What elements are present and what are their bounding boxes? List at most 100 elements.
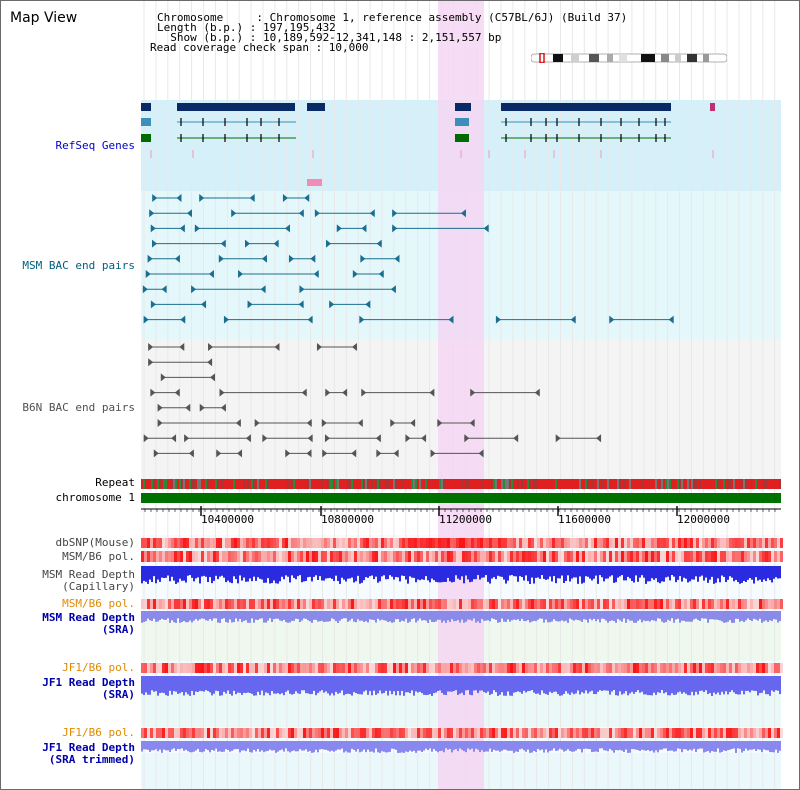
depth-bar [719, 611, 721, 621]
depth-bar [213, 676, 215, 694]
depth-bar [367, 611, 369, 623]
heat-cell [582, 728, 585, 738]
depth-bar [157, 741, 159, 752]
heat-cell [150, 663, 153, 673]
heat-cell [330, 663, 333, 673]
heat-cell [507, 538, 510, 548]
heat-cell [333, 663, 336, 673]
heat-cell [312, 599, 315, 609]
depth-bar [305, 676, 307, 694]
repeat-segment [171, 479, 173, 489]
heat-cell [285, 551, 288, 562]
depth-bar [163, 676, 165, 694]
depth-bar [649, 611, 651, 622]
heat-cell [252, 728, 255, 738]
heat-cell [621, 663, 624, 673]
repeat-segment [543, 479, 545, 489]
depth-bar [751, 741, 753, 750]
depth-bar [411, 566, 413, 578]
depth-bar [475, 611, 477, 623]
heat-cell [366, 599, 369, 609]
heat-cell [381, 663, 384, 673]
depth-bar [407, 741, 409, 753]
heat-cell [513, 728, 516, 738]
depth-bar [335, 611, 337, 622]
depth-bar [377, 611, 379, 619]
heat-cell [435, 551, 438, 562]
depth-bar [709, 741, 711, 753]
heat-cell [303, 538, 306, 548]
depth-bar [525, 566, 527, 576]
depth-bar [251, 741, 253, 753]
chromosome-ideogram[interactable] [531, 53, 727, 63]
repeat-segment [279, 479, 281, 489]
depth-bar [719, 676, 721, 695]
heat-cell [639, 728, 642, 738]
depth-bar [593, 611, 595, 619]
bac-end-marker [285, 449, 291, 458]
depth-bar [459, 566, 461, 580]
heat-cell [300, 728, 303, 738]
heat-cell [210, 663, 213, 673]
repeat-segment [167, 479, 169, 489]
depth-bar [701, 611, 703, 619]
depth-bar [331, 676, 333, 694]
depth-bar [183, 611, 185, 622]
depth-bar [479, 566, 481, 580]
depth-bar [721, 676, 723, 692]
depth-bar [691, 611, 693, 622]
heat-cell [243, 538, 246, 548]
depth-bar [193, 611, 195, 621]
depth-bar [495, 566, 497, 580]
heat-cell [195, 728, 198, 738]
depth-bar [623, 676, 625, 694]
repeat-segment [359, 479, 361, 489]
depth-bar [543, 611, 545, 623]
depth-bar [463, 611, 465, 623]
heat-cell [774, 663, 777, 673]
depth-bar [349, 611, 351, 621]
heat-cell [543, 551, 546, 562]
heat-cell [171, 538, 174, 548]
depth-bar [209, 676, 211, 693]
depth-bar [143, 741, 145, 750]
repeat-segment [307, 479, 309, 489]
repeat-segment [323, 479, 325, 489]
heat-cell [270, 663, 273, 673]
depth-bar [575, 566, 577, 578]
bac-end-marker [361, 388, 367, 397]
axis-tick-label: 12000000 [677, 513, 730, 526]
depth-bar [419, 566, 421, 581]
depth-bar [661, 611, 663, 622]
depth-bar [359, 741, 361, 753]
depth-bar [733, 566, 735, 582]
depth-bar [677, 676, 679, 693]
heat-cell [165, 551, 168, 562]
depth-bar [705, 741, 707, 752]
heat-cell [735, 538, 738, 548]
heat-cell [261, 599, 264, 609]
heat-cell [522, 728, 525, 738]
repeat-segment [715, 479, 717, 489]
heat-cell [552, 599, 555, 609]
depth-bar [617, 611, 619, 620]
depth-bar [471, 676, 473, 696]
depth-bar [761, 741, 763, 753]
repeat-segment [191, 479, 193, 489]
depth-bar [153, 611, 155, 619]
depth-bar [423, 611, 425, 621]
depth-bar [443, 566, 445, 582]
repeat-segment [483, 479, 485, 489]
heat-cell [426, 551, 429, 562]
depth-bar [727, 741, 729, 751]
heat-cell [249, 551, 252, 562]
depth-bar [553, 741, 555, 749]
repeat-segment [221, 479, 223, 489]
repeat-segment [777, 479, 779, 489]
repeat-segment [583, 479, 585, 489]
bac-end-marker [284, 224, 290, 233]
depth-bar [633, 566, 635, 583]
depth-bar [201, 676, 203, 692]
repeat-segment [193, 479, 195, 489]
